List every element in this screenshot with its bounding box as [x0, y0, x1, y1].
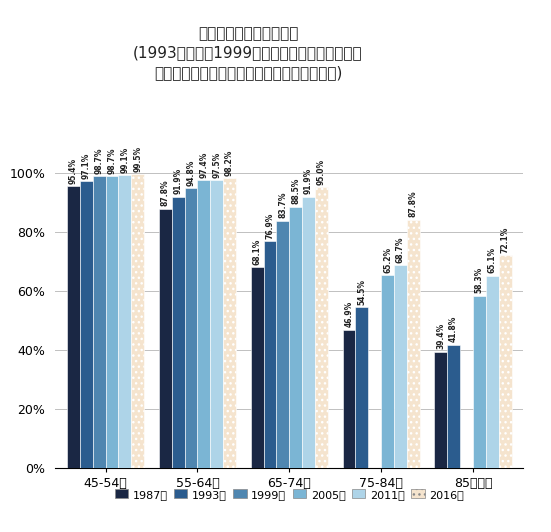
Bar: [447, 345, 460, 468]
Text: 91.9%: 91.9%: [174, 168, 183, 194]
Text: 65.2%: 65.2%: [383, 247, 392, 273]
Text: 99.1%: 99.1%: [120, 147, 129, 173]
Bar: [355, 307, 368, 468]
Text: 72.1%: 72.1%: [500, 226, 510, 253]
Bar: [197, 180, 210, 468]
Bar: [159, 209, 172, 468]
Bar: [473, 296, 486, 468]
Text: 91.9%: 91.9%: [304, 168, 313, 194]
Text: 98.7%: 98.7%: [107, 147, 117, 174]
Bar: [289, 206, 302, 468]
Bar: [93, 177, 106, 468]
Text: 診断基準が異なるため、純粋な継続性は無い): 診断基準が異なるため、純粋な継続性は無い): [154, 65, 342, 80]
Bar: [315, 187, 328, 468]
Bar: [106, 177, 118, 468]
Bar: [251, 267, 263, 468]
Text: 97.5%: 97.5%: [212, 152, 222, 178]
Bar: [172, 196, 185, 468]
Text: 95.4%: 95.4%: [69, 157, 78, 184]
Bar: [407, 220, 420, 468]
Bar: [394, 265, 407, 468]
Text: 98.2%: 98.2%: [225, 149, 234, 176]
Bar: [223, 178, 236, 468]
Text: 58.3%: 58.3%: [475, 267, 484, 294]
Text: 68.1%: 68.1%: [252, 238, 262, 264]
Bar: [499, 255, 511, 468]
Text: 65.1%: 65.1%: [488, 247, 497, 273]
Bar: [67, 186, 80, 468]
Text: 83.7%: 83.7%: [278, 192, 288, 219]
Text: 97.4%: 97.4%: [199, 152, 208, 178]
Legend: 1987年, 1993年, 1999年, 2005年, 2011年, 2016年: 1987年, 1993年, 1999年, 2005年, 2011年, 2016年: [110, 485, 468, 504]
Text: 97.1%: 97.1%: [82, 153, 91, 179]
Text: (1993年以前、1999年以降では「未処理歯」の: (1993年以前、1999年以降では「未処理歯」の: [133, 45, 363, 60]
Text: 88.5%: 88.5%: [291, 178, 300, 204]
Text: 46.9%: 46.9%: [344, 301, 354, 327]
Bar: [277, 221, 289, 468]
Text: 98.7%: 98.7%: [95, 147, 104, 174]
Bar: [131, 174, 144, 468]
Text: 94.8%: 94.8%: [186, 159, 196, 186]
Bar: [80, 181, 93, 468]
Bar: [434, 352, 447, 468]
Bar: [118, 175, 131, 468]
Bar: [381, 276, 394, 468]
Text: 87.8%: 87.8%: [409, 190, 418, 217]
Bar: [486, 276, 499, 468]
Bar: [185, 188, 197, 468]
Bar: [263, 241, 277, 468]
Bar: [343, 329, 355, 468]
Text: 41.8%: 41.8%: [449, 316, 458, 342]
Text: 76.9%: 76.9%: [266, 212, 274, 238]
Text: 54.5%: 54.5%: [357, 279, 366, 305]
Text: う歯を持つ人の割合推移: う歯を持つ人の割合推移: [198, 27, 298, 41]
Text: 87.8%: 87.8%: [161, 180, 170, 206]
Text: 99.5%: 99.5%: [133, 146, 142, 172]
Text: 39.4%: 39.4%: [436, 323, 445, 350]
Text: 95.0%: 95.0%: [317, 159, 326, 185]
Bar: [302, 196, 315, 468]
Text: 68.7%: 68.7%: [396, 236, 405, 263]
Bar: [210, 180, 223, 468]
